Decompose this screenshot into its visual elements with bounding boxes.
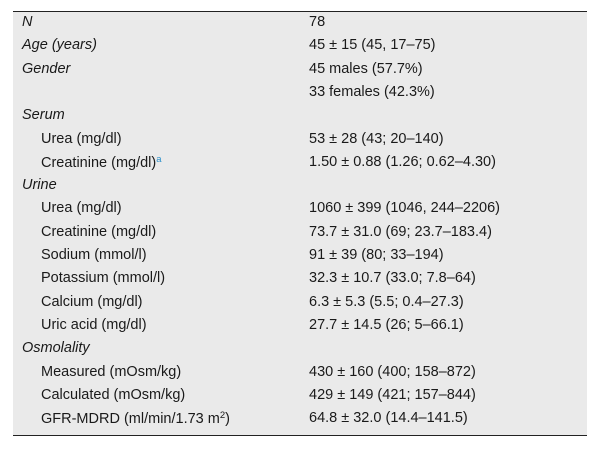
row-label-text: Urea (mg/dl) — [41, 200, 122, 217]
row-value: 73.7 ± 31.0 (69; 23.7–183.4) — [309, 223, 492, 240]
label-suffix: ) — [225, 411, 230, 428]
table-row: Potassium (mmol/l) 32.3 ± 10.7 (33.0; 7.8… — [13, 268, 587, 291]
row-value: 27.7 ± 14.5 (26; 5–66.1) — [309, 316, 464, 333]
row-value: 429 ± 149 (421; 157–844) — [309, 386, 476, 403]
row-label: Gender — [22, 61, 70, 77]
row-value: 33 females (42.3%) — [309, 83, 435, 100]
table-row: Osmolality — [13, 338, 587, 361]
table-row: GFR-MDRD (ml/min/1.73 m2) 64.8 ± 32.0 (14… — [13, 408, 587, 431]
table-row: 33 females (42.3%) — [13, 82, 587, 105]
row-label-text: N — [22, 14, 33, 30]
table-row: Uric acid (mg/dl) 27.7 ± 14.5 (26; 5–66.1… — [13, 315, 587, 338]
row-value: 45 males (57.7%) — [309, 60, 423, 77]
row-label: Sodium (mmol/l) — [41, 247, 147, 263]
table-row: Creatinine (mg/dl) 73.7 ± 31.0 (69; 23.7–… — [13, 222, 587, 245]
row-label-text: Creatinine (mg/dl) — [41, 154, 157, 171]
table-row: Calculated (mOsm/kg) 429 ± 149 (421; 157–… — [13, 385, 587, 408]
row-label: Serum — [22, 107, 65, 123]
table-top-rule — [13, 11, 587, 12]
row-value: 91 ± 39 (80; 33–194) — [309, 247, 444, 263]
row-label-text: Uric acid (mg/dl) — [41, 316, 147, 333]
row-label: Age (years) — [22, 37, 97, 53]
row-value: 45 ± 15 (45, 17–75) — [309, 37, 436, 54]
row-label-text: Potassium (mmol/l) — [41, 270, 166, 287]
row-label: GFR-MDRD (ml/min/1.73 m2) — [41, 410, 230, 427]
row-label-text: Gender — [22, 60, 71, 77]
row-label: Potassium (mmol/l) — [41, 270, 165, 286]
row-value: 430 ± 160 (400; 158–872) — [309, 363, 476, 380]
unit-superscript: 2 — [219, 410, 226, 422]
table-row: Sodium (mmol/l) 91 ± 39 (80; 33–194) — [13, 245, 587, 268]
row-label-text: Serum — [22, 107, 65, 124]
row-label: Creatinine (mg/dl)a — [41, 154, 162, 171]
row-label-text: Urea (mg/dl) — [41, 130, 122, 147]
row-label-text: Creatinine (mg/dl) — [41, 223, 157, 240]
row-value: 1060 ± 399 (1046, 244–2206) — [309, 200, 500, 217]
table-row: Urea (mg/dl) 53 ± 28 (43; 20–140) — [13, 129, 587, 152]
row-label-text: Sodium (mmol/l) — [41, 247, 147, 263]
row-label: Urea (mg/dl) — [41, 200, 122, 216]
row-value: 32.3 ± 10.7 (33.0; 7.8–64) — [309, 270, 476, 287]
row-label: Creatinine (mg/dl) — [41, 224, 156, 240]
row-value: 78 — [309, 14, 326, 30]
table-row: Serum — [13, 105, 587, 128]
table-row: Urine — [13, 175, 587, 198]
table-row: Age (years) 45 ± 15 (45, 17–75) — [13, 35, 587, 58]
row-label-text: Calculated (mOsm/kg) — [41, 386, 186, 403]
row-label-text: Age (years) — [22, 37, 97, 54]
row-label-text: Calcium (mg/dl) — [41, 293, 143, 310]
footnote-link[interactable]: a — [156, 153, 162, 165]
row-label-text: Osmolality — [22, 340, 90, 357]
statistics-table: N 78 Age (years) 45 ± 15 (45, 17–75) Gender 4… — [13, 11, 587, 436]
row-value: 6.3 ± 5.3 (5.5; 0.4–27.3) — [309, 293, 464, 310]
table-row: Gender 45 males (57.7%) — [13, 59, 587, 82]
row-value: 53 ± 28 (43; 20–140) — [309, 130, 444, 147]
row-label-text: Measured (mOsm/kg) — [41, 363, 182, 380]
table-row: Measured (mOsm/kg) 430 ± 160 (400; 158–87… — [13, 362, 587, 385]
row-value: 64.8 ± 32.0 (14.4–141.5) — [309, 410, 468, 427]
row-label: Measured (mOsm/kg) — [41, 364, 181, 380]
row-label: Calcium (mg/dl) — [41, 294, 143, 310]
row-label: Uric acid (mg/dl) — [41, 317, 147, 333]
table-row: Creatinine (mg/dl)a 1.50 ± 0.88 (1.26; 0.… — [13, 152, 587, 175]
table-row: Urea (mg/dl) 1060 ± 399 (1046, 244–2206) — [13, 198, 587, 221]
row-label: Urine — [22, 177, 57, 193]
table-bottom-rule — [13, 435, 587, 436]
row-label-text: GFR-MDRD (ml/min/1.73 m — [41, 411, 220, 428]
row-label-text: Urine — [22, 177, 57, 194]
table-row: Calcium (mg/dl) 6.3 ± 5.3 (5.5; 0.4–27.3) — [13, 292, 587, 315]
row-label: Calculated (mOsm/kg) — [41, 387, 185, 403]
row-label: Osmolality — [22, 340, 90, 356]
row-label: N — [22, 14, 32, 30]
row-value: 1.50 ± 0.88 (1.26; 0.62–4.30) — [309, 153, 496, 170]
row-label: Urea (mg/dl) — [41, 131, 122, 147]
table-row: N 78 — [13, 12, 587, 35]
